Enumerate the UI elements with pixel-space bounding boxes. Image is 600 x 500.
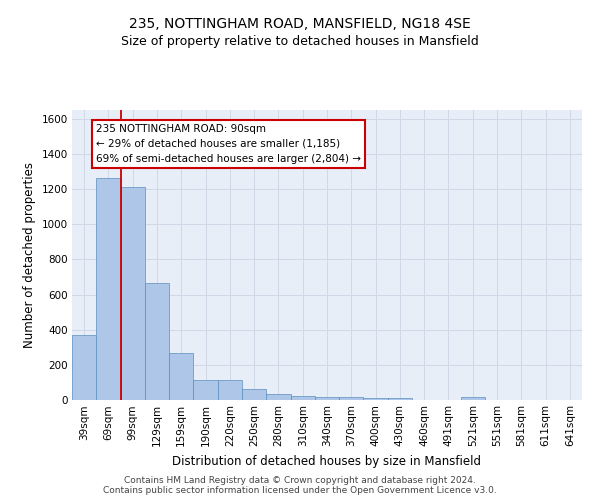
- X-axis label: Distribution of detached houses by size in Mansfield: Distribution of detached houses by size …: [173, 454, 482, 468]
- Bar: [461, 397, 485, 400]
- Bar: [145, 283, 169, 400]
- Bar: [290, 396, 315, 400]
- Bar: [218, 380, 242, 400]
- Bar: [121, 188, 145, 400]
- Text: 235 NOTTINGHAM ROAD: 90sqm
← 29% of detached houses are smaller (1,185)
69% of s: 235 NOTTINGHAM ROAD: 90sqm ← 29% of deta…: [96, 124, 361, 164]
- Bar: [72, 335, 96, 400]
- Bar: [193, 380, 218, 400]
- Bar: [96, 178, 121, 400]
- Bar: [315, 397, 339, 400]
- Bar: [169, 354, 193, 400]
- Y-axis label: Number of detached properties: Number of detached properties: [23, 162, 36, 348]
- Bar: [266, 394, 290, 400]
- Text: 235, NOTTINGHAM ROAD, MANSFIELD, NG18 4SE: 235, NOTTINGHAM ROAD, MANSFIELD, NG18 4S…: [129, 18, 471, 32]
- Bar: [364, 398, 388, 400]
- Bar: [339, 397, 364, 400]
- Bar: [388, 398, 412, 400]
- Bar: [242, 388, 266, 400]
- Text: Contains HM Land Registry data © Crown copyright and database right 2024.
Contai: Contains HM Land Registry data © Crown c…: [103, 476, 497, 495]
- Text: Size of property relative to detached houses in Mansfield: Size of property relative to detached ho…: [121, 35, 479, 48]
